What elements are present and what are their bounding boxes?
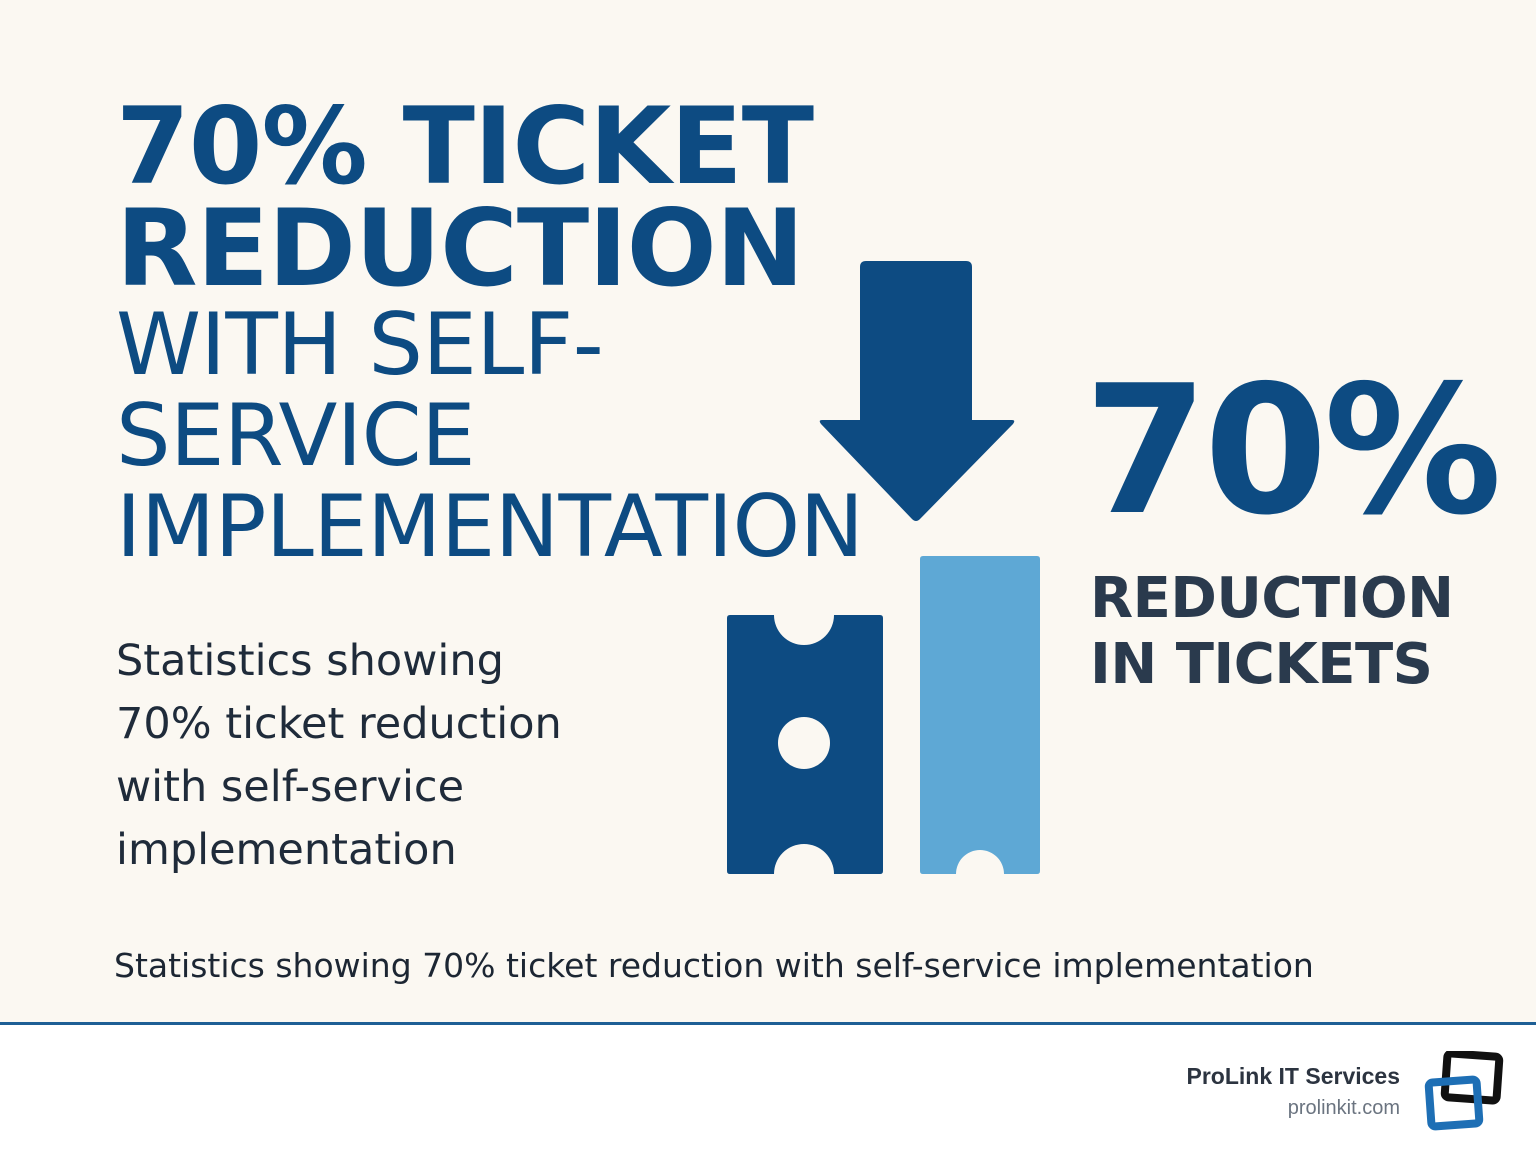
caption: Statistics showing 70% ticket reduction …: [114, 946, 1314, 985]
headline-line-4: SERVICE: [116, 386, 476, 486]
subtext: Statistics showing 70% ticket reduction …: [116, 630, 596, 882]
stat-value: 70%: [1084, 347, 1502, 554]
stat-label-line-1: REDUCTION: [1090, 566, 1454, 631]
prolink-logo-icon: [1424, 1049, 1504, 1135]
subtext-line-3: with self-service: [116, 762, 465, 812]
footer-divider: [0, 1022, 1536, 1025]
subtext-line-4: implementation: [116, 825, 457, 875]
headline-line-2: REDUCTION: [116, 187, 804, 310]
subtext-line-2: 70% ticket reduction: [116, 699, 562, 749]
ticket-icon-light: [920, 556, 1040, 874]
headline-line-3: WITH SELF-: [116, 295, 604, 395]
brand-name: ProLink IT Services: [1186, 1063, 1400, 1089]
headline: 70% TICKET REDUCTION WITH SELF- SERVICE …: [116, 85, 876, 577]
ticket-icon-dark: [727, 615, 883, 874]
down-arrow-icon: [819, 261, 1015, 521]
headline-line-5: IMPLEMENTATION: [116, 477, 864, 577]
stat-label-line-2: IN TICKETS: [1090, 632, 1433, 697]
brand-url[interactable]: prolinkit.com: [1287, 1097, 1400, 1119]
footer: ProLink IT Services prolinkit.com: [0, 1025, 1536, 1154]
stat-label: REDUCTION IN TICKETS: [1090, 566, 1454, 698]
subtext-line-1: Statistics showing: [116, 636, 504, 686]
ticket-reduction-graphic: [720, 255, 1050, 884]
headline-line-1: 70% TICKET: [116, 85, 814, 208]
